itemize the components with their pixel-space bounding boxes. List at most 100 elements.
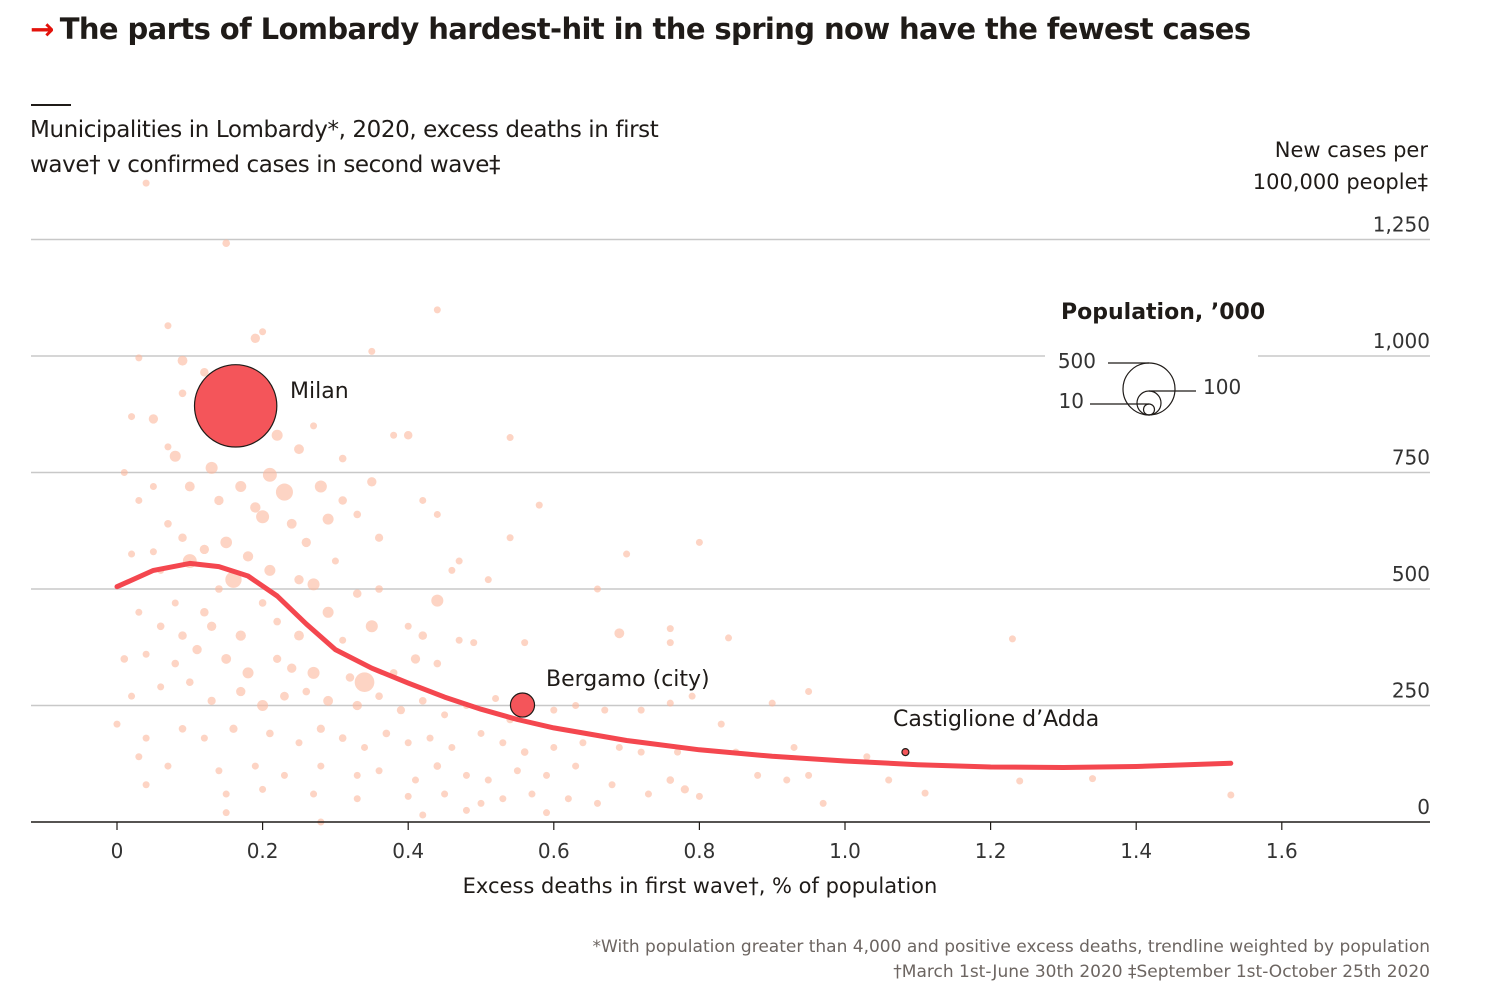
x-tick-label: 1.2 xyxy=(975,839,1007,863)
highlight-point-0 xyxy=(193,364,278,448)
data-point xyxy=(215,767,223,775)
data-point xyxy=(819,799,827,807)
data-point xyxy=(614,628,625,639)
data-point xyxy=(550,743,558,751)
data-point xyxy=(128,692,136,700)
highlight-label: Castiglione d’Adda xyxy=(893,707,1099,732)
data-point xyxy=(396,706,406,715)
data-point xyxy=(207,696,216,705)
data-point xyxy=(433,762,442,770)
data-point xyxy=(264,564,276,576)
data-point xyxy=(135,496,143,504)
data-point xyxy=(885,776,893,784)
data-point xyxy=(275,483,293,501)
data-point xyxy=(550,706,558,714)
data-point xyxy=(164,443,172,451)
data-point xyxy=(164,762,172,770)
data-point xyxy=(354,672,375,693)
data-point xyxy=(294,444,304,455)
data-point xyxy=(506,434,514,442)
data-point xyxy=(688,692,696,700)
data-point xyxy=(280,771,288,779)
size-legend-circle xyxy=(1136,390,1162,416)
data-point xyxy=(674,748,682,756)
data-point xyxy=(593,799,601,807)
data-point xyxy=(242,551,254,562)
data-point xyxy=(164,322,172,330)
data-point xyxy=(725,634,733,642)
data-point xyxy=(192,644,202,655)
data-point xyxy=(441,711,449,719)
data-point xyxy=(455,636,463,644)
data-point xyxy=(251,762,259,770)
data-point xyxy=(805,688,813,696)
data-point xyxy=(623,550,631,558)
data-point xyxy=(177,355,188,366)
data-point xyxy=(361,743,369,751)
data-point xyxy=(257,700,269,711)
data-point xyxy=(564,795,572,803)
data-point xyxy=(135,753,143,761)
size-legend-label: 100 xyxy=(1203,375,1241,399)
data-point xyxy=(169,450,181,462)
x-tick-label: 0 xyxy=(111,839,124,863)
data-point xyxy=(120,655,129,663)
data-point xyxy=(287,663,297,673)
data-point xyxy=(805,771,813,779)
data-point xyxy=(149,548,157,556)
data-point xyxy=(345,673,355,682)
data-point xyxy=(171,659,180,668)
data-point xyxy=(338,734,347,742)
data-point xyxy=(448,566,456,574)
data-point xyxy=(352,589,362,598)
data-point xyxy=(462,771,470,779)
data-point xyxy=(411,776,419,784)
data-point xyxy=(259,785,267,793)
data-point xyxy=(222,239,231,248)
data-point xyxy=(273,617,281,626)
data-point xyxy=(229,724,238,733)
data-point xyxy=(235,630,246,641)
data-point xyxy=(302,687,311,696)
size-legend-label: 10 xyxy=(1059,389,1084,413)
data-point xyxy=(339,636,347,644)
data-point xyxy=(199,544,210,555)
data-point xyxy=(419,496,427,504)
data-point xyxy=(1008,635,1016,643)
size-legend-label: 500 xyxy=(1058,349,1096,373)
data-point xyxy=(368,347,376,355)
data-point xyxy=(382,729,391,738)
data-point xyxy=(266,729,274,738)
data-point xyxy=(754,771,762,779)
data-point xyxy=(286,518,297,529)
data-point xyxy=(404,792,412,800)
data-point xyxy=(184,481,195,492)
data-point xyxy=(1227,791,1235,799)
highlight-label: Bergamo (city) xyxy=(546,667,710,692)
data-point xyxy=(142,179,150,187)
data-point xyxy=(717,720,725,728)
data-point xyxy=(921,789,929,797)
data-point xyxy=(608,781,616,789)
data-point xyxy=(644,790,652,798)
data-point xyxy=(206,621,217,631)
data-point xyxy=(433,659,442,668)
data-point xyxy=(178,389,187,398)
data-point xyxy=(513,767,521,775)
data-point xyxy=(783,776,791,784)
data-point xyxy=(470,639,478,647)
data-point xyxy=(666,625,674,633)
trendline xyxy=(114,560,1234,770)
data-point xyxy=(433,510,441,518)
data-point xyxy=(484,776,492,784)
data-point xyxy=(375,692,383,700)
data-point xyxy=(222,790,230,798)
highlight-label: Milan xyxy=(290,379,349,404)
data-point xyxy=(1089,775,1097,783)
data-point xyxy=(225,571,242,588)
data-point xyxy=(128,550,136,558)
x-tick-label: 0.6 xyxy=(538,839,570,863)
data-point xyxy=(338,454,347,463)
highlight-point-1 xyxy=(509,692,536,718)
data-point xyxy=(790,743,798,751)
